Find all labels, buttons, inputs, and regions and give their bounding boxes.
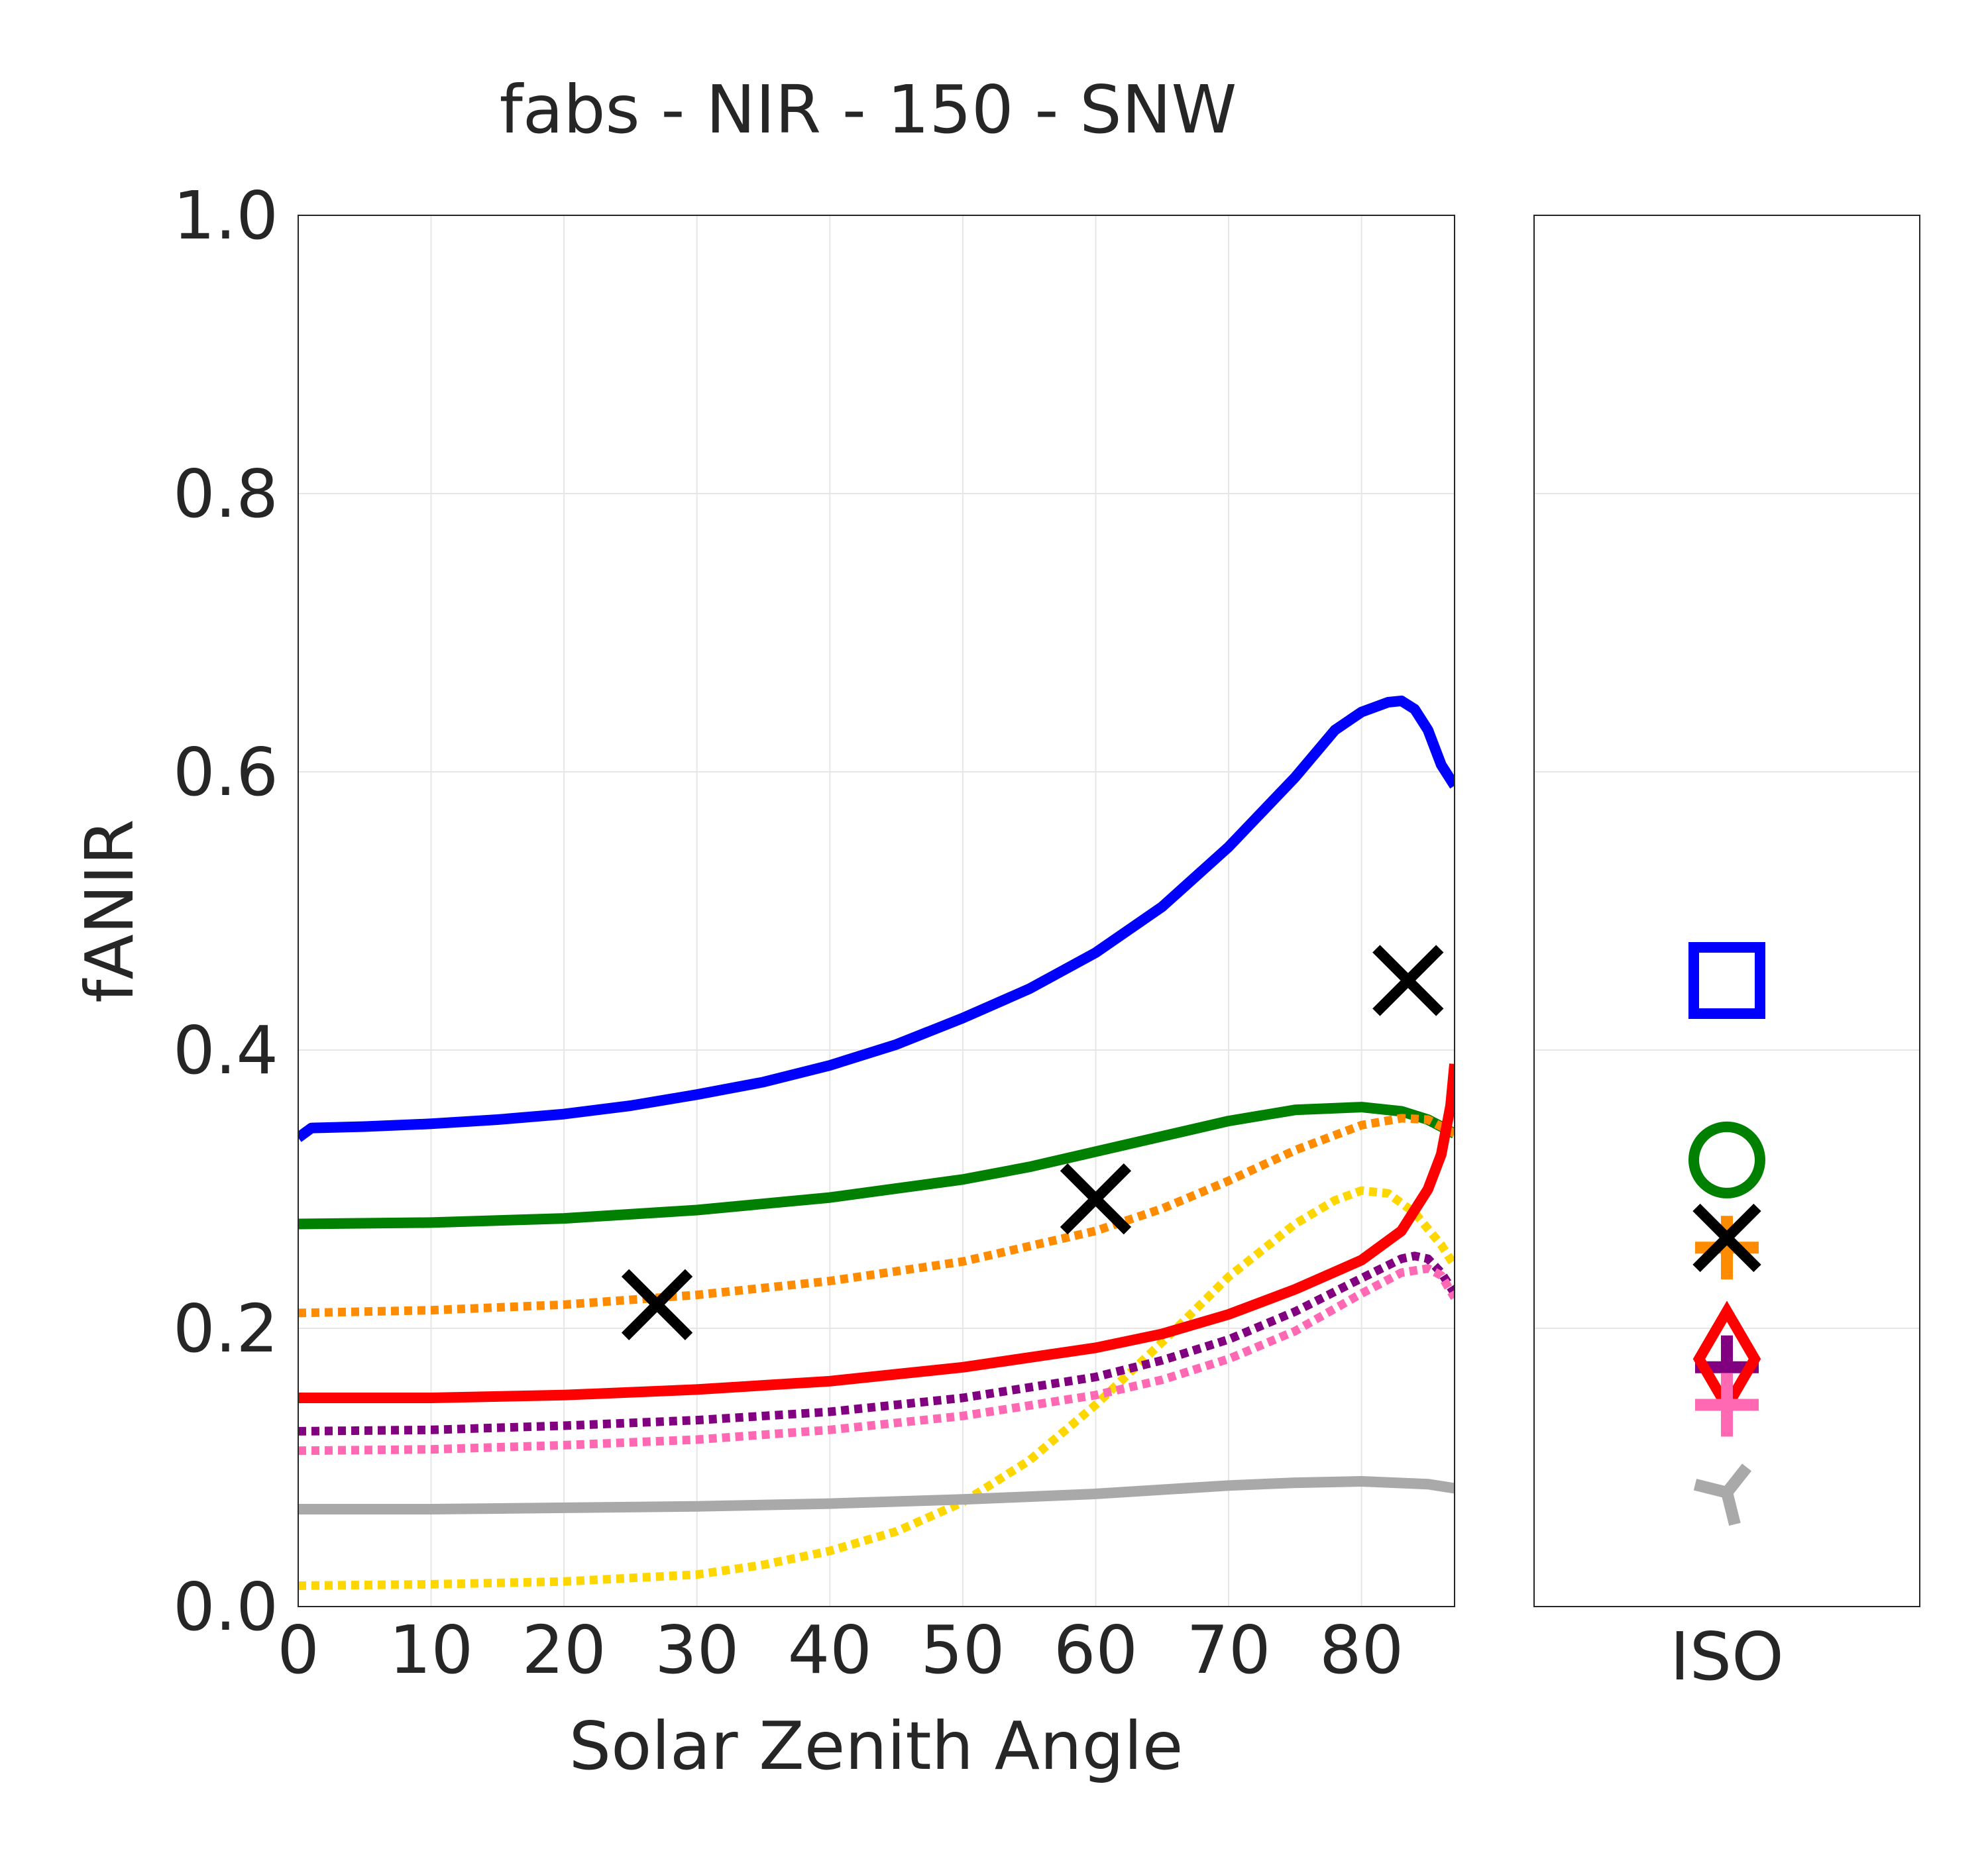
y-tick-label: 0.2 [173, 1290, 278, 1367]
iso-marker-tri_down-stroke [1722, 1463, 1752, 1497]
x-tick-label: 10 [389, 1611, 473, 1689]
series-line-1 [298, 1102, 1455, 1230]
y-tick-label: 0.6 [173, 733, 278, 811]
series-line-7 [298, 1476, 1455, 1514]
x-tick-label: 80 [1319, 1611, 1404, 1689]
y-tick-label: 0.8 [173, 455, 278, 533]
iso-marker-square [1688, 942, 1765, 1019]
y-axis-label: fANIR [71, 819, 148, 1002]
y-tick-label: 0.0 [173, 1568, 278, 1646]
y-tick-label: 1.0 [173, 177, 278, 254]
series-line-3 [298, 1186, 1455, 1590]
iso-marker-tri_down-stroke [1721, 1491, 1741, 1526]
chart-title: fabs - NIR - 150 - SNW [500, 71, 1237, 148]
iso-marker-x-stroke [1692, 1203, 1761, 1273]
data-point-x-marker [1060, 1163, 1132, 1235]
x-axis-label: Solar Zenith Angle [569, 1707, 1184, 1785]
data-point-x-marker-stroke [1060, 1163, 1132, 1235]
iso-grid [1534, 215, 1920, 1607]
x-tick-label: 70 [1186, 1611, 1270, 1689]
iso-marker-plus [1695, 1216, 1759, 1280]
iso-markers [1688, 942, 1765, 1526]
iso-panel-frame [1533, 215, 1920, 1607]
series-line-0 [298, 695, 1455, 1142]
data-point-x-marker [621, 1269, 693, 1340]
data-point-x-marker-stroke [621, 1269, 693, 1340]
main-plot: 0 10 20 30 40 50 60 70 80 0.0 0.2 0.4 0.6 0.8 1.0 Sola… [71, 177, 1455, 1785]
main-plot-frame [298, 215, 1455, 1607]
iso-marker-plus [1695, 1373, 1759, 1437]
iso-marker-x [1692, 1203, 1761, 1273]
iso-axis-label: ISO [1670, 1618, 1784, 1695]
series-line-2 [298, 1114, 1455, 1318]
x-tick-label: 20 [522, 1611, 606, 1689]
x-tick-label: 30 [655, 1611, 739, 1689]
y-tick-label: 0.4 [173, 1012, 278, 1089]
data-point-x-marker-stroke [1372, 945, 1444, 1016]
x-tick-label: 40 [788, 1611, 872, 1689]
iso-marker-tri_down-stroke [1693, 1479, 1729, 1499]
iso-panel: ISO [1533, 215, 1920, 1695]
series-line-4 [298, 1063, 1455, 1403]
series-line-6 [298, 1264, 1455, 1456]
x-tick-label: 50 [920, 1611, 1005, 1689]
x-tick-label: 60 [1054, 1611, 1138, 1689]
main-series [298, 695, 1455, 1590]
iso-marker-circle [1688, 1121, 1765, 1198]
data-point-x-marker [1372, 945, 1444, 1016]
x-tick-label: 0 [277, 1611, 319, 1689]
iso-marker-tri_down [1693, 1463, 1752, 1526]
series-line-5 [298, 1251, 1455, 1436]
main-ticks: 0 10 20 30 40 50 60 70 80 0.0 0.2 0.4 0.6 0.8 1.0 [173, 177, 1404, 1689]
